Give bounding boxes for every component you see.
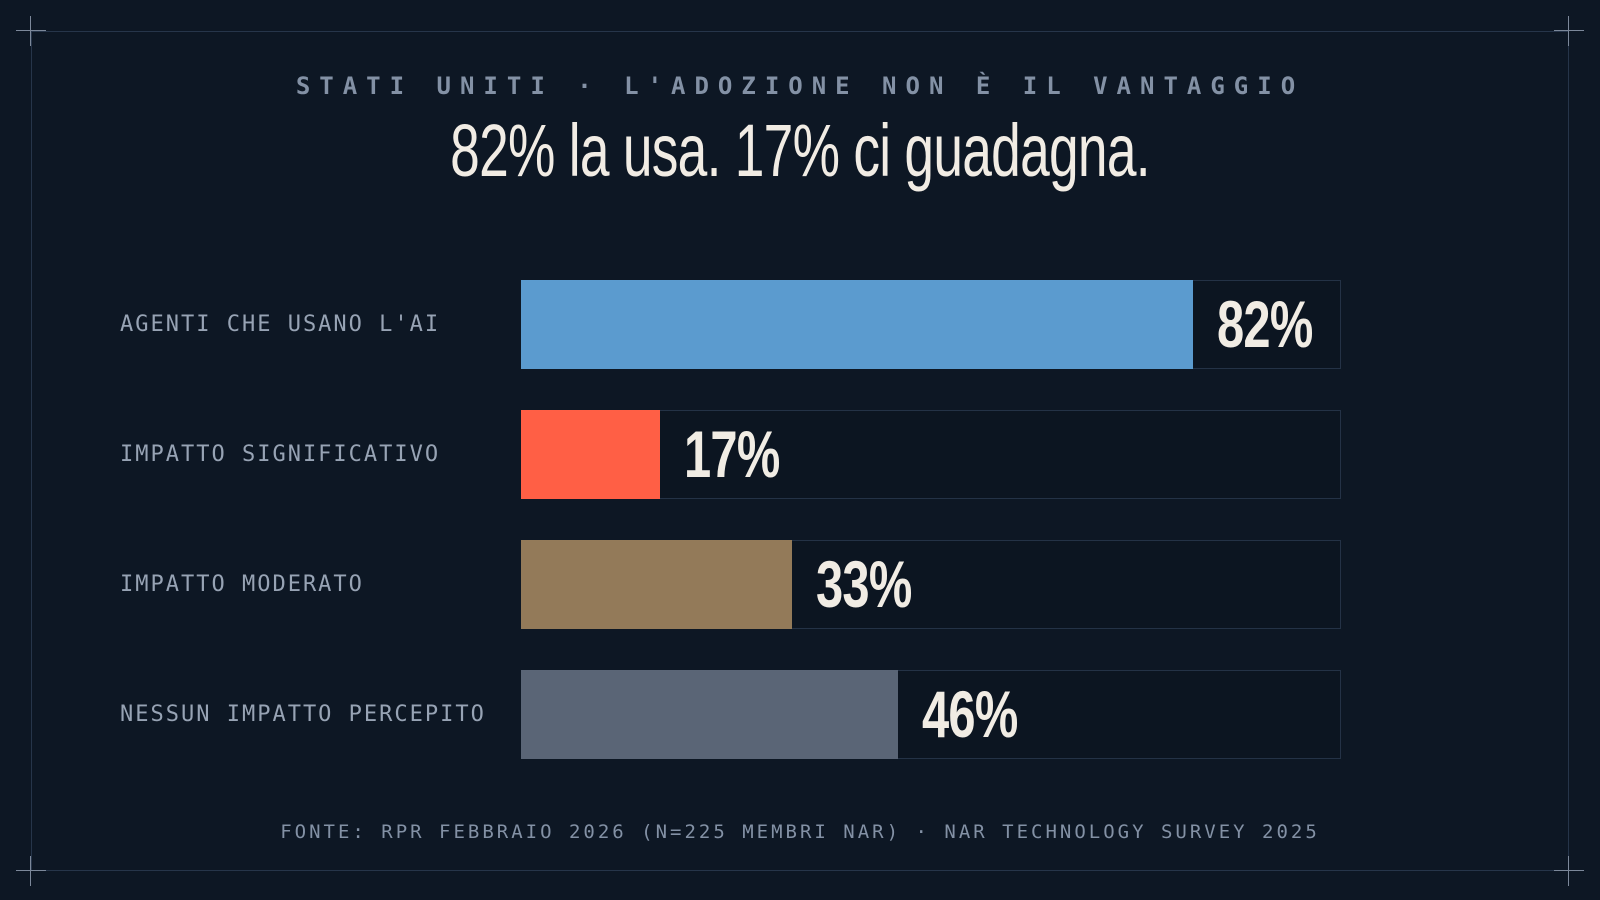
bar bbox=[521, 280, 1193, 369]
category-label: AGENTI CHE USANO L'AI bbox=[120, 312, 441, 337]
crosshair-bottom-right-icon bbox=[1554, 856, 1584, 886]
chart-headline: 82% la usa. 17% ci guadagna. bbox=[450, 109, 1150, 192]
crosshair-top-right-icon bbox=[1554, 16, 1584, 46]
frame-top-line bbox=[31, 31, 1569, 32]
frame-bottom-line bbox=[31, 870, 1569, 871]
crosshair-top-left-icon bbox=[16, 16, 46, 46]
category-label: IMPATTO SIGNIFICATIVO bbox=[120, 442, 441, 467]
bar bbox=[521, 540, 792, 629]
chart-kicker: STATI UNITI · L'ADOZIONE NON È IL VANTAG… bbox=[295, 72, 1305, 100]
frame-right-line bbox=[1568, 31, 1569, 871]
frame-left-line bbox=[31, 31, 32, 871]
value-label: 17% bbox=[684, 417, 780, 491]
bar bbox=[521, 410, 660, 499]
value-label: 46% bbox=[922, 677, 1018, 751]
crosshair-bottom-left-icon bbox=[16, 856, 46, 886]
value-label: 33% bbox=[816, 547, 912, 621]
category-label: IMPATTO MODERATO bbox=[120, 572, 364, 597]
source-note: FONTE: RPR FEBBRAIO 2026 (N=225 MEMBRI N… bbox=[280, 821, 1320, 843]
category-label: NESSUN IMPATTO PERCEPITO bbox=[120, 702, 486, 727]
bar bbox=[521, 670, 898, 759]
value-label: 82% bbox=[1217, 287, 1313, 361]
